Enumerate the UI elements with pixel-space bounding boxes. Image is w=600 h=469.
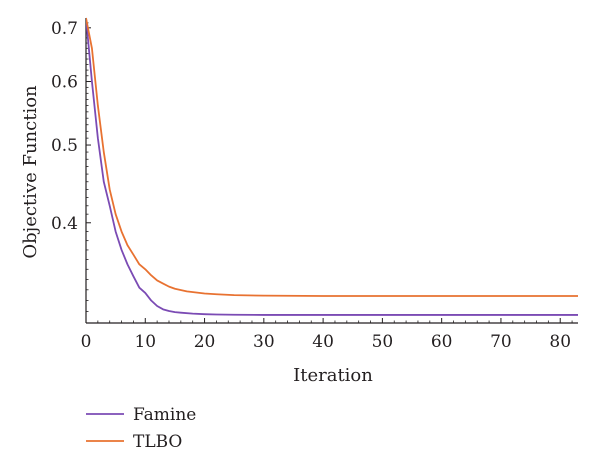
tick-marks — [85, 22, 573, 323]
y-axis-title: Objective Function — [20, 85, 41, 259]
x-tick-label: 20 — [194, 332, 216, 352]
legend-label-tlbo: TLBO — [133, 432, 182, 452]
y-tick-label: 0.6 — [51, 73, 78, 93]
series-line-famine — [86, 17, 578, 316]
x-tick-label: 70 — [490, 332, 512, 352]
y-tick-label: 0.5 — [51, 136, 78, 156]
x-tick-label: 50 — [372, 332, 394, 352]
tick-labels: 0 10 20 30 40 50 60 70 80 0.4 0.5 0.6 0.7 — [51, 19, 571, 352]
x-tick-label: 40 — [312, 332, 334, 352]
y-tick-label: 0.4 — [51, 214, 78, 234]
x-tick-label: 10 — [134, 332, 156, 352]
plot-area — [86, 17, 578, 316]
legend: Famine TLBO — [86, 405, 196, 452]
x-tick-label: 30 — [253, 332, 275, 352]
x-tick-label: 80 — [549, 332, 571, 352]
series-line-tlbo — [86, 17, 578, 297]
legend-label-famine: Famine — [133, 405, 196, 425]
x-tick-label: 0 — [81, 332, 92, 352]
x-axis-title: Iteration — [293, 365, 373, 386]
y-tick-label: 0.7 — [51, 19, 78, 39]
axes — [85, 18, 578, 324]
x-tick-label: 60 — [431, 332, 453, 352]
